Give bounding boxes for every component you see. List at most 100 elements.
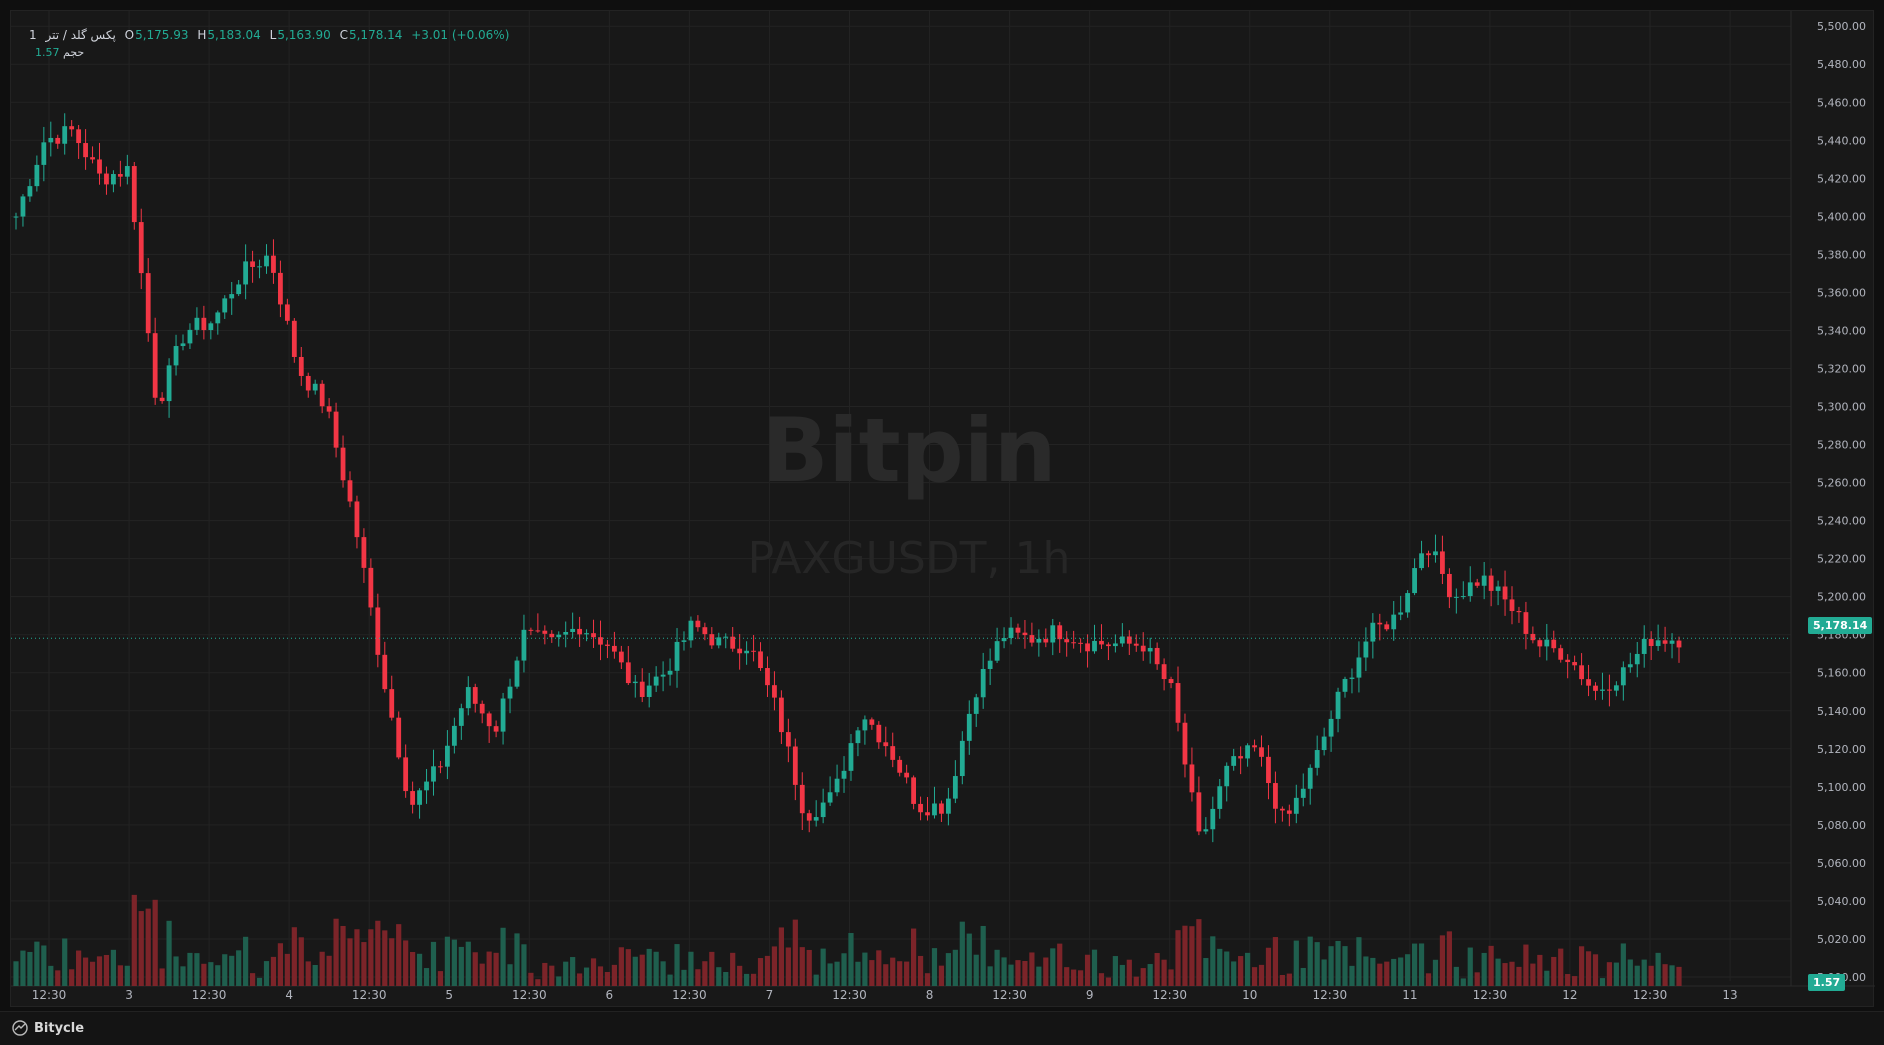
price-chart[interactable]: 5,500.00 5,480.00 5,460.00 5,440.00 5,420.00… [11, 11, 1875, 1008]
volume-bar [124, 965, 130, 986]
time-tick-label: 12 [1562, 988, 1577, 1002]
candle-body [500, 698, 506, 732]
volume-bar [1613, 962, 1619, 986]
volume-bar [423, 968, 430, 986]
candle-body [1405, 593, 1411, 613]
volume-bar [827, 963, 833, 986]
volume-bar [375, 920, 381, 986]
time-tick-label: 13 [1722, 988, 1737, 1002]
volume-bar [1168, 969, 1174, 986]
candle-body [104, 173, 109, 185]
candle-body [1224, 765, 1230, 787]
volume-bar [166, 920, 172, 986]
volume-bar [514, 933, 520, 986]
price-tick-label: 5,220.00 [1817, 553, 1866, 566]
volume-bar [173, 956, 179, 986]
volume-bar [1231, 961, 1237, 986]
candle-body [1085, 643, 1090, 652]
candle-body [361, 537, 367, 568]
volume-bar [1071, 969, 1077, 986]
volume-bar [785, 947, 791, 986]
candle-body [298, 356, 304, 376]
candle-body [41, 142, 47, 165]
volume-bar [792, 919, 798, 986]
candle-body [1252, 745, 1257, 748]
volume-bar [737, 965, 743, 986]
volume-bar [994, 949, 1000, 986]
candle-body [271, 255, 276, 273]
volume-bar [1558, 948, 1564, 986]
candle-body [1655, 640, 1661, 647]
price-tick-label: 5,040.00 [1817, 895, 1866, 908]
legend-symbol[interactable]: پکس گلد / تتر [45, 28, 116, 42]
volume-bar [1384, 961, 1390, 986]
volume-bar [632, 956, 638, 986]
volume-bar [1467, 947, 1473, 986]
candle-body [918, 803, 923, 813]
candle-body [1356, 657, 1362, 678]
volume-bar [1189, 926, 1195, 986]
candle-body [591, 633, 596, 638]
volume-bar [34, 941, 40, 986]
candle-body [1342, 678, 1348, 692]
volume-bar [716, 967, 722, 986]
candle-body [48, 137, 54, 143]
volume-bar [625, 949, 631, 986]
candle-body [1502, 586, 1508, 600]
volume-bar [1293, 940, 1299, 986]
candle-body [584, 633, 589, 635]
volume-bar [333, 918, 339, 986]
volume-bar [688, 951, 694, 986]
volume-bar [451, 939, 457, 986]
volume-bar [55, 970, 61, 986]
volume-bar [1662, 964, 1668, 986]
volume-bar [1029, 952, 1035, 986]
candle-body [535, 630, 541, 632]
candle-body [1245, 745, 1250, 759]
candle-body [911, 777, 917, 804]
volume-bar [890, 957, 896, 986]
volume-bar [1119, 964, 1125, 986]
volume-bar [69, 969, 75, 986]
volume-bar [952, 949, 958, 986]
volume-bar [1133, 976, 1139, 986]
candle-body [55, 137, 61, 144]
candle-body [1370, 622, 1376, 642]
candle-body [1509, 599, 1515, 612]
candle-body [333, 411, 339, 448]
volume-bar [13, 961, 19, 986]
candle-body [250, 261, 255, 267]
candle-body [347, 480, 353, 502]
volume-bar [1349, 965, 1355, 986]
time-tick-label: 12:30 [1473, 988, 1508, 1002]
candle-body [1273, 783, 1278, 809]
price-tick-label: 5,320.00 [1817, 362, 1866, 375]
volume-bar [444, 936, 451, 986]
legend-low: 5,163.90 [277, 28, 331, 42]
volume-bar [577, 973, 583, 986]
candle-body [702, 627, 708, 635]
volume-bar [1217, 948, 1223, 986]
chart-panel[interactable]: 5,500.00 5,480.00 5,460.00 5,440.00 5,420.00… [10, 10, 1875, 1008]
candle-body [681, 640, 687, 642]
current-price-tag: 5,178.14 [1808, 617, 1873, 634]
candle-body [1140, 645, 1146, 652]
candle-body [13, 216, 19, 218]
volume-bar [1300, 967, 1306, 986]
candle-body [159, 397, 165, 402]
volume-bar [1398, 957, 1404, 986]
time-tick-label: 12:30 [352, 988, 387, 1002]
candle-body [605, 644, 610, 646]
candle-body [1293, 797, 1299, 814]
legend-high-label: H [197, 28, 207, 42]
candle-body [966, 713, 972, 741]
candle-body [848, 743, 854, 771]
volume-bar [500, 927, 506, 986]
candle-body [403, 757, 409, 792]
volume-bar [305, 961, 311, 986]
candle-body [20, 196, 26, 217]
volume-bar [1084, 954, 1091, 986]
candle-body [1613, 685, 1619, 691]
price-tick-label: 5,200.00 [1817, 591, 1866, 604]
footer-brand[interactable]: Bitycle [12, 1020, 84, 1036]
